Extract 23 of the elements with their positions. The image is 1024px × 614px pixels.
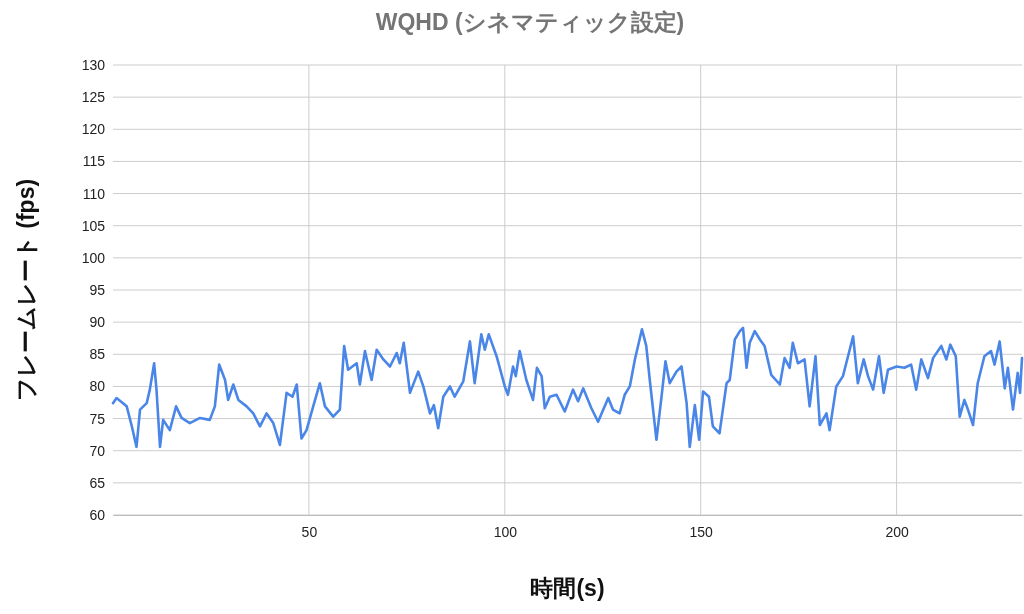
x-tick-label: 150	[689, 523, 714, 540]
y-tick-label: 105	[81, 217, 106, 234]
y-tick-label: 130	[81, 56, 106, 73]
y-tick-label: 70	[89, 442, 106, 459]
x-tick-label: 200	[885, 523, 910, 540]
y-tick-label: 60	[89, 506, 106, 523]
y-tick-label: 75	[89, 410, 106, 427]
y-tick-label: 65	[89, 474, 106, 491]
chart-title: WQHD (シネマティック設定)	[375, 9, 685, 35]
y-tick-label: 115	[82, 153, 106, 170]
y-tick-label: 110	[82, 185, 106, 202]
y-tick-label: 90	[89, 314, 106, 331]
x-tick-label: 50	[301, 523, 318, 540]
y-tick-label: 85	[89, 346, 106, 363]
y-axis-title: フレームレート (fps)	[13, 178, 39, 402]
y-tick-label: 120	[81, 121, 106, 138]
x-tick-label: 100	[493, 523, 518, 540]
y-tick-label: 100	[81, 249, 106, 266]
x-axis-title: 時間(s)	[530, 575, 605, 601]
line-series	[111, 326, 1024, 449]
y-tick-label: 80	[89, 378, 106, 395]
y-tick-label: 95	[89, 281, 106, 298]
y-tick-label: 125	[81, 89, 106, 106]
